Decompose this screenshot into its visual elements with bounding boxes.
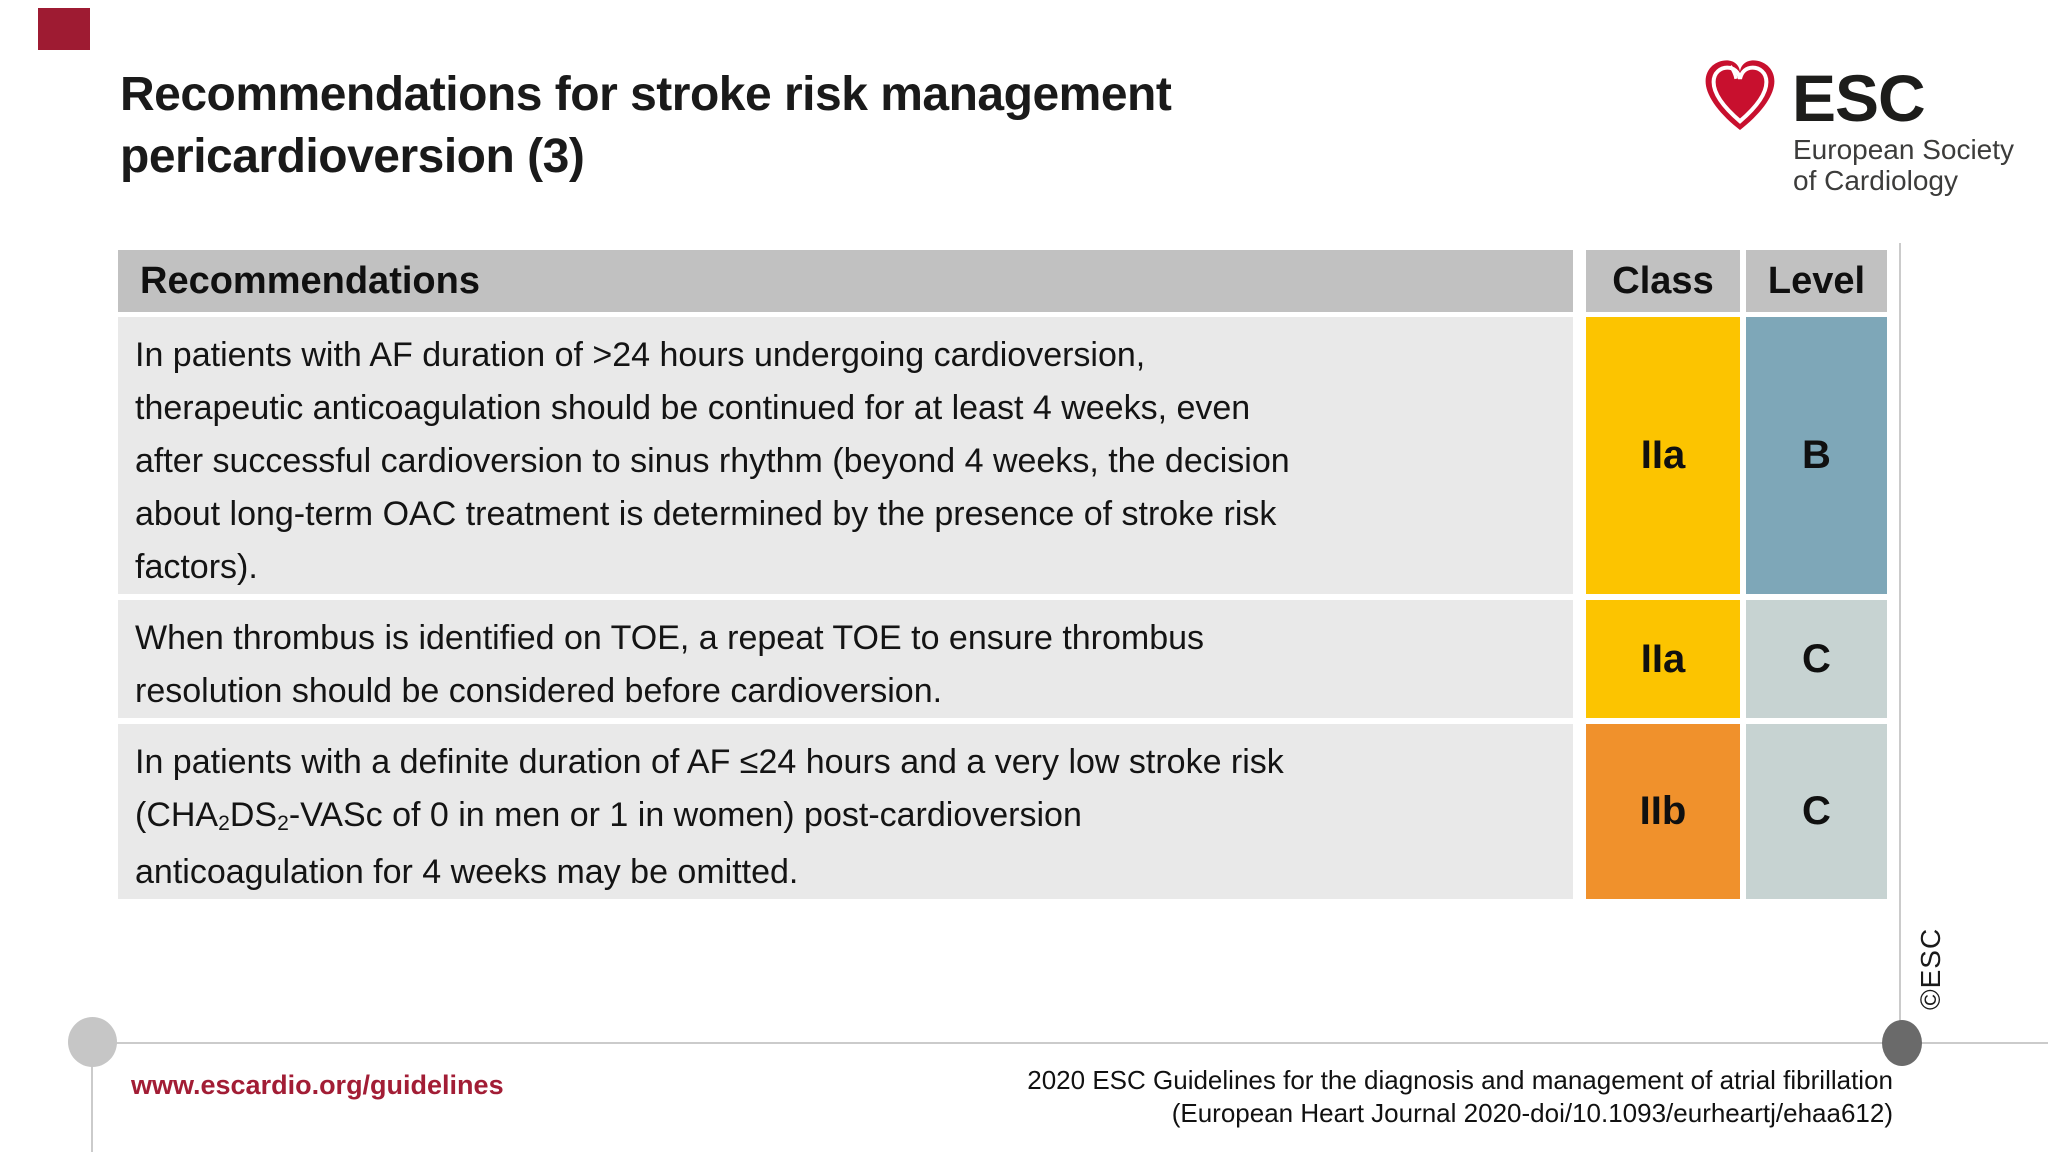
class-badge-cell: IIa bbox=[1586, 317, 1740, 594]
level-badge-cell: B bbox=[1746, 317, 1887, 594]
footer-left-stub-line bbox=[91, 1042, 93, 1152]
footer-right-circle-marker bbox=[1882, 1020, 1922, 1066]
level-badge: C bbox=[1802, 636, 1831, 681]
level-badge: C bbox=[1802, 789, 1831, 833]
level-badge-cell: C bbox=[1746, 600, 1887, 718]
table-header-row: Recommendations Class Level bbox=[118, 250, 1887, 312]
recommendation-text: In patients with a definite duration of … bbox=[135, 743, 1284, 891]
footer-divider-line bbox=[92, 1042, 2048, 1044]
recommendation-text: When thrombus is identified on TOE, a re… bbox=[135, 619, 1205, 710]
header-label-class: Class bbox=[1612, 259, 1714, 302]
table-row: In patients with AF duration of >24 hour… bbox=[118, 317, 1887, 594]
class-badge-cell: IIb bbox=[1586, 724, 1740, 899]
class-badge: IIa bbox=[1640, 433, 1686, 477]
recommendations-table: Recommendations Class Level In patients … bbox=[118, 250, 1887, 899]
header-cell-class: Class bbox=[1586, 250, 1740, 312]
level-badge-cell: C bbox=[1746, 724, 1887, 899]
table-row: In patients with a definite duration of … bbox=[118, 724, 1887, 899]
class-badge: IIa bbox=[1640, 636, 1686, 681]
footer-citation-line1: 2020 ESC Guidelines for the diagnosis an… bbox=[1027, 1065, 1893, 1095]
footer-citation-line2: (European Heart Journal 2020-doi/10.1093… bbox=[1171, 1098, 1893, 1128]
esc-logo-subtitle-line1: European Society bbox=[1793, 134, 2015, 165]
right-vertical-divider bbox=[1899, 243, 1901, 1042]
table-row: When thrombus is identified on TOE, a re… bbox=[118, 600, 1887, 718]
esc-logo-subtitle-line2: of Cardiology bbox=[1793, 165, 1958, 196]
header-cell-level: Level bbox=[1746, 250, 1887, 312]
esc-logo-text: ESC bbox=[1792, 61, 1926, 135]
footer-website-link[interactable]: www.escardio.org/guidelines bbox=[131, 1070, 504, 1100]
corner-accent-square bbox=[38, 8, 90, 50]
recommendation-text: In patients with AF duration of >24 hour… bbox=[135, 336, 1290, 586]
page-title: Recommendations for stroke risk manageme… bbox=[120, 64, 1420, 188]
footer-citation: 2020 ESC Guidelines for the diagnosis an… bbox=[1027, 1064, 1893, 1130]
level-badge: B bbox=[1802, 433, 1831, 477]
page-title-line1: Recommendations for stroke risk manageme… bbox=[120, 68, 1172, 121]
recommendation-text-cell: In patients with a definite duration of … bbox=[118, 724, 1573, 899]
footer-left-circle-marker bbox=[68, 1017, 117, 1067]
class-badge-cell: IIa bbox=[1586, 600, 1740, 718]
header-label-level: Level bbox=[1767, 259, 1866, 302]
header-label-recommendations: Recommendations bbox=[140, 259, 480, 302]
recommendation-text-cell: In patients with AF duration of >24 hour… bbox=[118, 317, 1573, 594]
header-cell-recommendations: Recommendations bbox=[118, 250, 1573, 312]
recommendation-text-cell: When thrombus is identified on TOE, a re… bbox=[118, 600, 1573, 718]
class-badge: IIb bbox=[1639, 789, 1687, 833]
esc-logo-subtitle: European Society of Cardiology bbox=[1793, 134, 2014, 196]
heart-icon bbox=[1705, 60, 1775, 130]
page-title-line2: pericardioversion (3) bbox=[120, 130, 585, 183]
esc-copyright-watermark: ©ESC bbox=[1915, 927, 1946, 1010]
